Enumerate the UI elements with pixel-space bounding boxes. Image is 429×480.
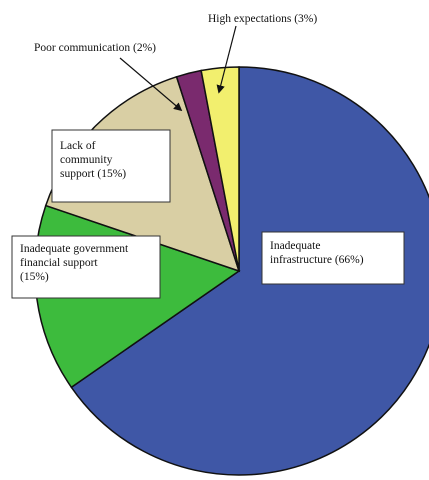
slice-label-text-1: Inadequate infrastructure (66%): [270, 240, 364, 266]
slice-label-3: Lack of community support (15%): [51, 129, 171, 203]
slice-label-4: Poor communication (2%): [34, 42, 183, 112]
label-box-1: [261, 231, 405, 285]
slice-label-2: Inadequate government financial support (1…: [11, 235, 161, 299]
pie-slice-5: [200, 66, 240, 272]
leader-arrow-5: [216, 25, 237, 94]
label-box-2: [11, 235, 161, 299]
slice-label-text-4: Poor communication (2%): [34, 42, 156, 54]
slice-label-line: High expectations (3%): [208, 13, 317, 25]
leader-arrow-4: [119, 57, 183, 112]
labels-layer: Inadequate infrastructure (66%)Inadequate…: [11, 13, 405, 299]
slice-label-line: community: [60, 154, 113, 166]
slice-label-line: Inadequate government: [20, 243, 129, 255]
slice-label-text-5: High expectations (3%): [208, 13, 317, 25]
slice-label-line: support (15%): [60, 168, 126, 180]
label-box-3: [51, 129, 171, 203]
slice-label-line: Lack of: [60, 140, 96, 152]
slice-label-1: Inadequate infrastructure (66%): [261, 231, 405, 285]
slice-label-line: financial support: [20, 257, 98, 269]
slice-label-text-3: Lack of community support (15%): [60, 140, 126, 180]
slice-label-line: Poor communication (2%): [34, 42, 156, 54]
slice-label-line: Inadequate: [270, 240, 320, 252]
slice-label-line: infrastructure (66%): [270, 254, 364, 266]
slice-label-line: (15%): [20, 271, 49, 283]
slice-label-text-2: Inadequate government financial support (1…: [20, 243, 129, 283]
pie-slice-1: [70, 66, 429, 476]
slice-label-5: High expectations (3%): [208, 13, 317, 94]
